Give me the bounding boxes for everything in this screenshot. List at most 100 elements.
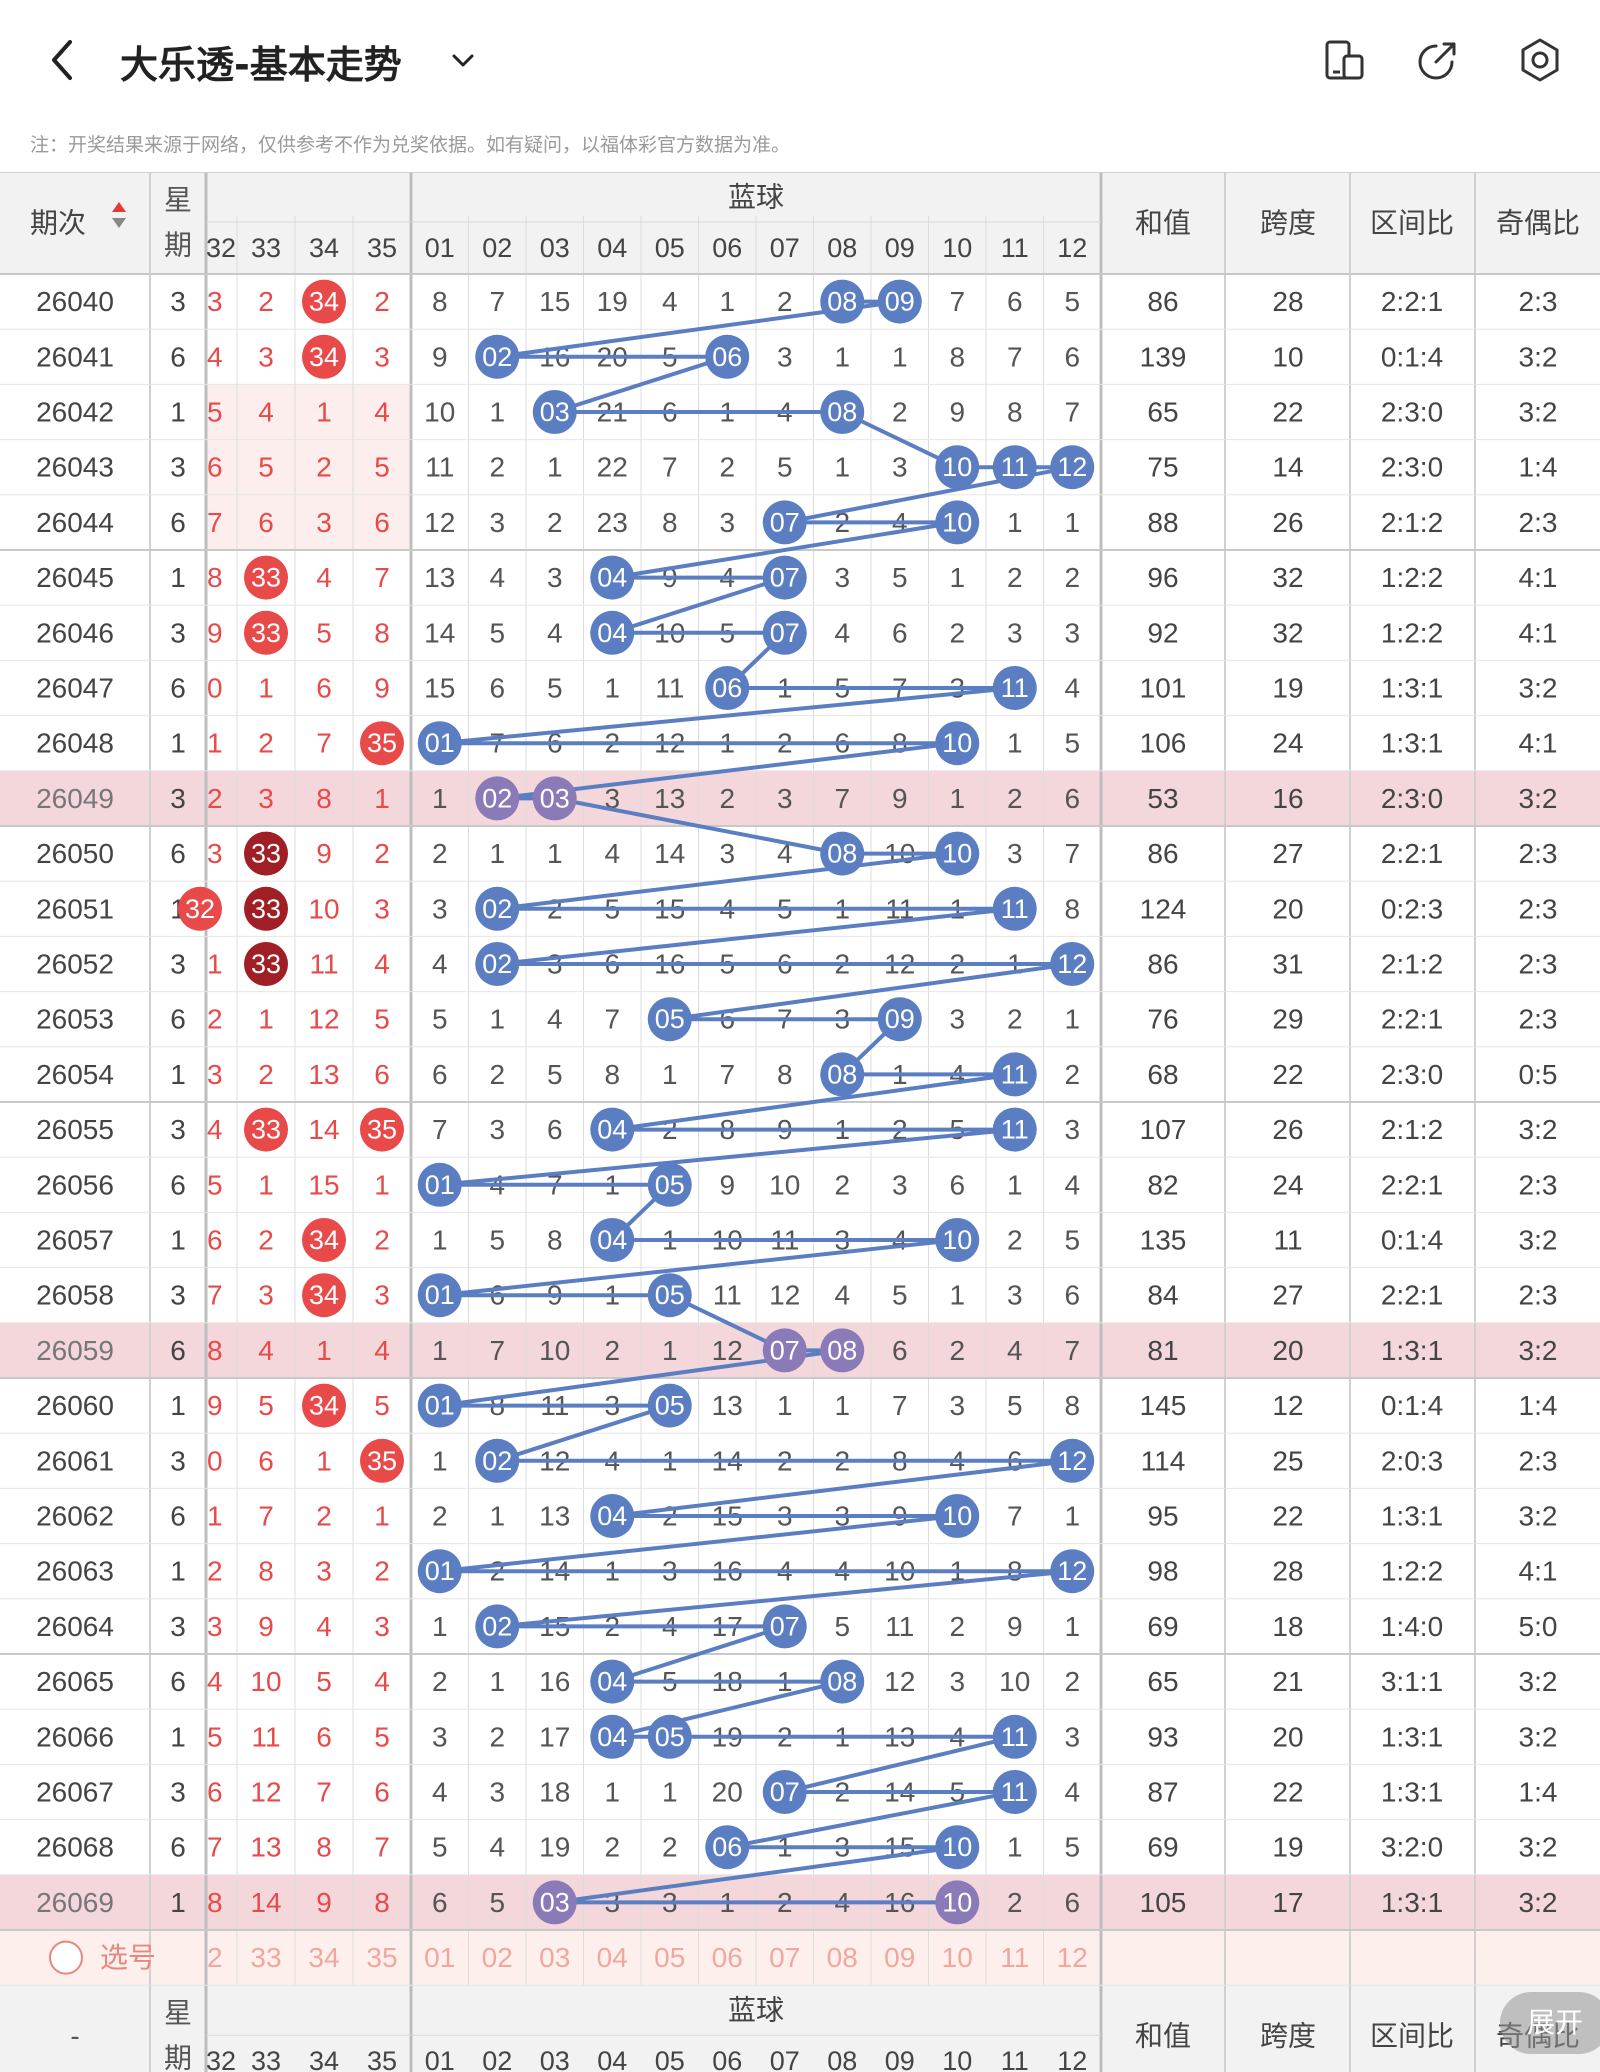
blue-miss-cell: 4 [662,286,678,317]
blue-ball [532,1880,577,1925]
select-blue-number[interactable]: 05 [654,1942,685,1973]
blue-miss-cell: 9 [432,341,448,372]
settings-icon[interactable] [1514,34,1566,86]
span-cell: 17 [1272,1887,1303,1918]
blue-miss-cell: 7 [892,1390,908,1421]
select-blue-number[interactable]: 09 [884,1942,915,1973]
blue-ball [877,279,922,324]
blue-miss-cell: 6 [1064,341,1080,372]
select-front-number[interactable]: 35 [366,1942,397,1973]
front-miss-cell: 2 [258,1059,274,1090]
blue-miss-cell: 1 [547,838,563,869]
blue-miss-cell: 1 [547,452,563,483]
zone-ratio-cell: 0:1:4 [1381,1225,1443,1256]
select-blue-number[interactable]: 10 [942,1942,973,1973]
blue-miss-cell: 5 [777,452,793,483]
sum-cell: 114 [1141,1445,1186,1476]
sum-cell: 139 [1140,341,1187,372]
blue-miss-cell: 6 [432,1887,448,1918]
red-ball-number: 35 [367,728,397,758]
select-blue-number[interactable]: 02 [482,1942,513,1973]
odd-even-cell: 3:2 [1519,783,1558,814]
sort-up-icon[interactable] [112,202,126,212]
blue-ball [762,555,807,600]
select-front-number[interactable]: 34 [308,1942,339,1973]
front-miss-cell: 3 [207,286,223,317]
footer-period: - [70,2021,79,2052]
page-title[interactable]: 大乐透-基本走势 [120,43,402,87]
span-cell: 27 [1272,838,1303,869]
red-ball-number: 33 [251,563,281,593]
period-cell: 26041 [36,341,114,372]
blue-miss-cell: 6 [949,1169,965,1200]
device-icon[interactable] [1318,34,1370,86]
blue-ball [590,555,635,600]
blue-miss-cell: 2 [489,1059,505,1090]
sort-down-icon[interactable] [112,218,126,228]
blue-miss-cell: 6 [489,673,505,704]
blue-ball [475,942,520,986]
disclaimer-notice: 注：开奖结果来源于网络，仅供参考不作为兑奖依据。如有疑问，以福体彩官方数据为准。 [30,134,791,156]
blue-miss-cell: 1 [1007,1169,1023,1200]
blue-ball [590,1218,635,1262]
period-cell: 26069 [36,1887,114,1918]
front-zone-bg [206,1709,411,1765]
blue-ball-number: 11 [1001,673,1029,703]
select-blue-number[interactable]: 11 [1000,1942,1029,1973]
period-header[interactable]: 期次 [30,208,86,239]
select-front-number[interactable]: 33 [250,1942,281,1973]
blue-miss-cell: 5 [1064,728,1080,759]
front-miss-cell: 1 [207,949,223,980]
span-cell: 21 [1272,1666,1303,1697]
blue-miss-cell: 2 [662,1832,678,1863]
front-zone-bg [206,1046,411,1102]
period-cell: 26045 [36,562,114,593]
odd-even-cell: 3:2 [1519,1114,1558,1145]
blue-miss-cell: 4 [432,949,448,980]
blue-miss-cell: 1 [489,1666,505,1697]
select-blue-number[interactable]: 12 [1057,1942,1088,1973]
select-blue-number[interactable]: 03 [539,1942,570,1973]
select-blue-number[interactable]: 07 [769,1942,800,1973]
select-blue-number[interactable]: 06 [712,1942,743,1973]
front-col-header: 34 [309,233,339,263]
select-front-number[interactable]: 2 [207,1942,223,1973]
chevron-down-icon[interactable] [448,40,478,80]
blue-miss-cell: 4 [1064,1169,1080,1200]
period-cell: 26048 [36,728,114,759]
front-miss-cell: 6 [207,1225,223,1256]
period-cell: 26067 [36,1777,114,1808]
blue-miss-cell: 1 [432,783,448,814]
period-cell: 26062 [36,1501,114,1532]
blue-miss-cell: 10 [539,1335,570,1366]
select-label[interactable]: 选号 [100,1942,156,1973]
red-ball-number: 33 [251,949,281,979]
red-ball [302,1383,346,1428]
expand-button[interactable]: 展开 [1500,1992,1600,2054]
select-radio[interactable] [49,1940,83,1975]
blue-miss-cell: 15 [539,286,570,317]
front-miss-cell: 4 [316,562,332,593]
zone-ratio-cell: 2:2:1 [1381,1280,1443,1311]
chevron-left-icon[interactable] [40,30,84,90]
weekday-cell: 6 [170,1335,186,1366]
select-blue-number[interactable]: 01 [424,1942,455,1973]
front-miss-cell: 2 [374,1225,390,1256]
select-blue-number[interactable]: 08 [827,1942,858,1973]
blue-ball-number: 01 [425,1391,455,1421]
blue-miss-cell: 5 [432,1832,448,1863]
blue-miss-cell: 6 [892,617,908,648]
red-ball [244,942,288,986]
blue-miss-cell: 7 [1064,1335,1080,1366]
blue-miss-cell: 13 [539,1501,570,1532]
front-miss-cell: 3 [374,893,390,924]
odd-even-cell: 4:1 [1519,1556,1558,1587]
select-blue-number[interactable]: 04 [597,1942,628,1973]
blue-miss-cell: 3 [892,1169,908,1200]
blue-col-header: 04 [597,2046,627,2072]
front-miss-cell: 10 [308,893,339,924]
blue-col-header: 11 [1001,233,1029,263]
blue-ball-number: 04 [597,618,627,648]
blue-miss-cell: 5 [432,1004,448,1035]
share-icon[interactable] [1412,34,1464,86]
